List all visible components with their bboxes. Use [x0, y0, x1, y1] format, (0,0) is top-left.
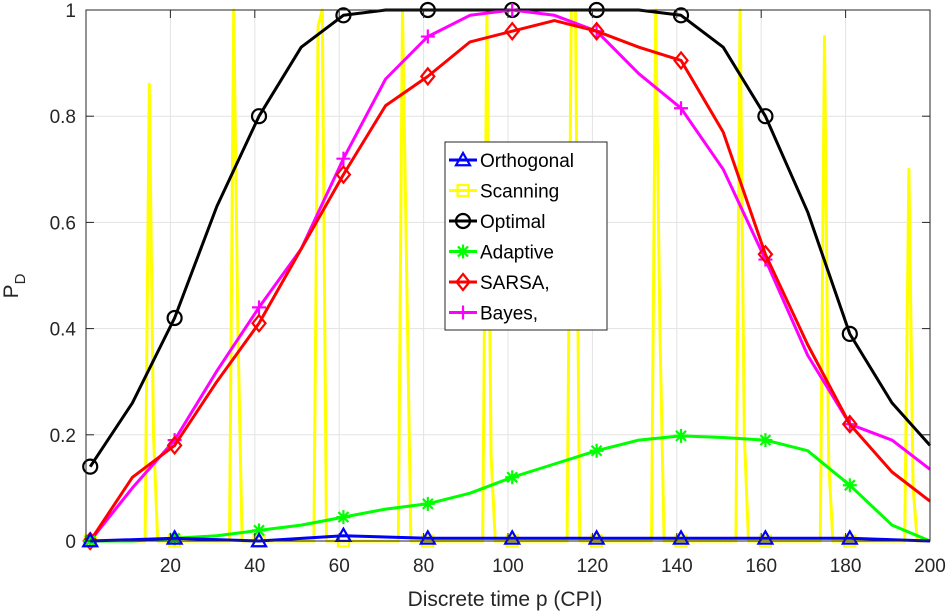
legend: Orthogonal Scanning Optimal Adaptive SARSA, B…: [444, 141, 608, 331]
data-point-bayes: [674, 101, 689, 116]
y-tick-label: 0.6: [50, 213, 76, 234]
data-point-adaptive: [589, 443, 604, 458]
legend-item-optimal: Optimal: [449, 212, 545, 233]
legend-marker-optimal: [454, 212, 472, 230]
data-point-sarsa: [673, 50, 689, 71]
svg-text:PD: PD: [0, 273, 29, 298]
data-point-adaptive: [252, 523, 267, 538]
legend-item-sarsa: SARSA,: [449, 272, 550, 294]
legend-marker-sarsa: [455, 272, 471, 292]
x-axis-title: Discrete time p (CPI): [408, 588, 603, 611]
y-tick-label: 0: [65, 532, 76, 553]
legend-marker-bayes: [456, 305, 470, 320]
legend-label-scanning: Scanning: [480, 182, 559, 203]
legend-marker-adaptive: [456, 244, 470, 259]
data-point-bayes: [252, 300, 267, 315]
legend-marker-orthogonal: [454, 150, 472, 167]
data-point-optimal: [166, 309, 183, 327]
data-point-sarsa: [588, 21, 605, 41]
data-point-bayes: [336, 151, 351, 166]
data-point-bayes: [420, 29, 435, 44]
x-tick-label: 120: [577, 556, 609, 577]
legend-label-orthogonal: Orthogonal: [480, 151, 574, 172]
x-tick-label: 100: [492, 556, 524, 577]
legend-label-bayes: Bayes,: [480, 304, 538, 325]
data-point-optimal: [250, 108, 268, 125]
series-line-sarsa: [88, 19, 931, 542]
data-point-orthogonal: [756, 529, 775, 545]
legend-item-scanning: Scanning: [449, 182, 559, 203]
legend-item-bayes: Bayes,: [449, 304, 538, 325]
data-point-adaptive: [336, 510, 351, 525]
y-axis-title-main: P: [0, 284, 23, 298]
data-point-sarsa: [841, 414, 858, 434]
legend-item-adaptive: Adaptive: [449, 243, 554, 264]
data-point-sarsa: [757, 244, 774, 265]
x-tick-label: 60: [329, 556, 350, 577]
y-axis-title: PD: [0, 273, 29, 298]
x-tick-label: 200: [914, 556, 946, 577]
data-point-orthogonal: [503, 529, 522, 545]
x-tick-label: 80: [413, 556, 434, 577]
series-adaptive: [83, 428, 931, 548]
data-point-optimal: [757, 108, 774, 125]
x-tick-label: 40: [244, 556, 265, 577]
axis-ticks: 20 40 60 80 100 120 140 160 180 200 0 0.2 0.4 0.6 0.8 1: [50, 1, 946, 577]
legend-label-optimal: Optimal: [480, 212, 545, 233]
data-point-adaptive: [505, 470, 520, 485]
x-tick-label: 20: [160, 556, 181, 577]
legend-item-orthogonal: Orthogonal: [449, 150, 574, 172]
data-point-adaptive: [420, 496, 435, 511]
data-point-optimal: [82, 458, 99, 475]
y-tick-label: 0.4: [50, 320, 77, 341]
legend-label-adaptive: Adaptive: [480, 243, 554, 264]
data-point-orthogonal: [587, 529, 606, 545]
data-point-orthogonal: [81, 531, 100, 548]
data-point-optimal: [841, 325, 858, 343]
data-point-adaptive: [674, 428, 689, 443]
series-line-orthogonal: [90, 534, 931, 543]
data-point-sarsa: [166, 435, 183, 456]
data-point-adaptive: [842, 478, 857, 493]
series-sarsa: [82, 19, 931, 551]
data-point-orthogonal: [250, 531, 268, 548]
y-tick-label: 0.8: [50, 107, 76, 128]
y-axis-title-sub: D: [12, 273, 29, 284]
data-point-orthogonal: [165, 529, 184, 545]
legend-marker-scanning: [456, 183, 470, 198]
data-point-orthogonal: [840, 529, 859, 545]
data-point-orthogonal: [418, 529, 437, 545]
legend-box: [444, 141, 608, 331]
data-point-optimal: [335, 7, 352, 24]
data-point-orthogonal: [672, 529, 690, 545]
data-point-optimal: [672, 7, 690, 24]
series-line-adaptive: [90, 434, 931, 543]
y-tick-label: 0.2: [50, 426, 76, 447]
data-point-sarsa: [251, 313, 267, 334]
y-tick-label: 1: [65, 1, 76, 22]
x-tick-label: 140: [661, 556, 693, 577]
data-point-sarsa: [419, 66, 436, 87]
x-tick-label: 160: [745, 556, 777, 577]
data-point-sarsa: [504, 21, 521, 41]
legend-label-sarsa: SARSA,: [480, 273, 550, 294]
data-point-sarsa: [335, 164, 352, 185]
x-tick-label: 180: [830, 556, 862, 577]
data-point-adaptive: [758, 433, 773, 448]
